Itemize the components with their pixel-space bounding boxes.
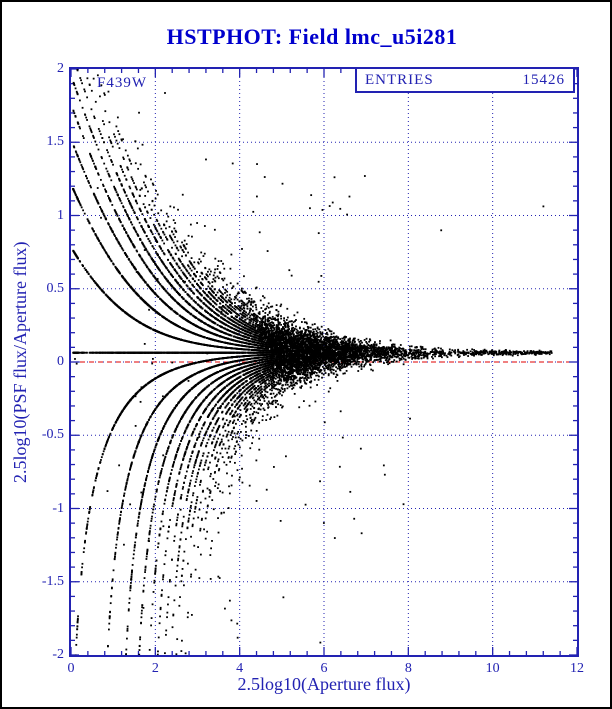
y-tick-label: -1 bbox=[52, 500, 64, 516]
y-tick-label: 2 bbox=[57, 61, 64, 76]
x-tick-label: 12 bbox=[570, 661, 584, 676]
x-tick-label: 8 bbox=[404, 661, 412, 676]
y-tick-label: -1.5 bbox=[41, 573, 64, 589]
y-tick-label: 0 bbox=[57, 354, 64, 369]
stats-box: ENTRIES 15426 bbox=[355, 67, 575, 93]
page-title: HSTPHOT: Field lmc_u5i281 bbox=[166, 24, 458, 49]
y-tick-label: -0.5 bbox=[41, 427, 64, 443]
stats-value: 15426 bbox=[522, 71, 565, 88]
y-tick-label: 1.5 bbox=[46, 134, 65, 150]
filter-label: F439W bbox=[97, 75, 147, 91]
x-axis-title: 2.5log10(Aperture flux) bbox=[237, 674, 411, 694]
y-tick-label: 1 bbox=[57, 207, 64, 223]
x-tick-label: 10 bbox=[485, 661, 500, 676]
y-tick-label: -2 bbox=[52, 647, 64, 662]
stats-label: ENTRIES bbox=[365, 71, 434, 88]
x-tick-label: 0 bbox=[67, 661, 75, 676]
x-tick-label: 2 bbox=[151, 661, 159, 676]
x-tick-label: 6 bbox=[320, 661, 328, 676]
plot-area: F439W ENTRIES 15426 bbox=[69, 67, 579, 657]
y-tick-label: 0.5 bbox=[46, 280, 65, 296]
scatter-canvas bbox=[71, 69, 577, 655]
x-tick-label: 4 bbox=[236, 661, 244, 676]
